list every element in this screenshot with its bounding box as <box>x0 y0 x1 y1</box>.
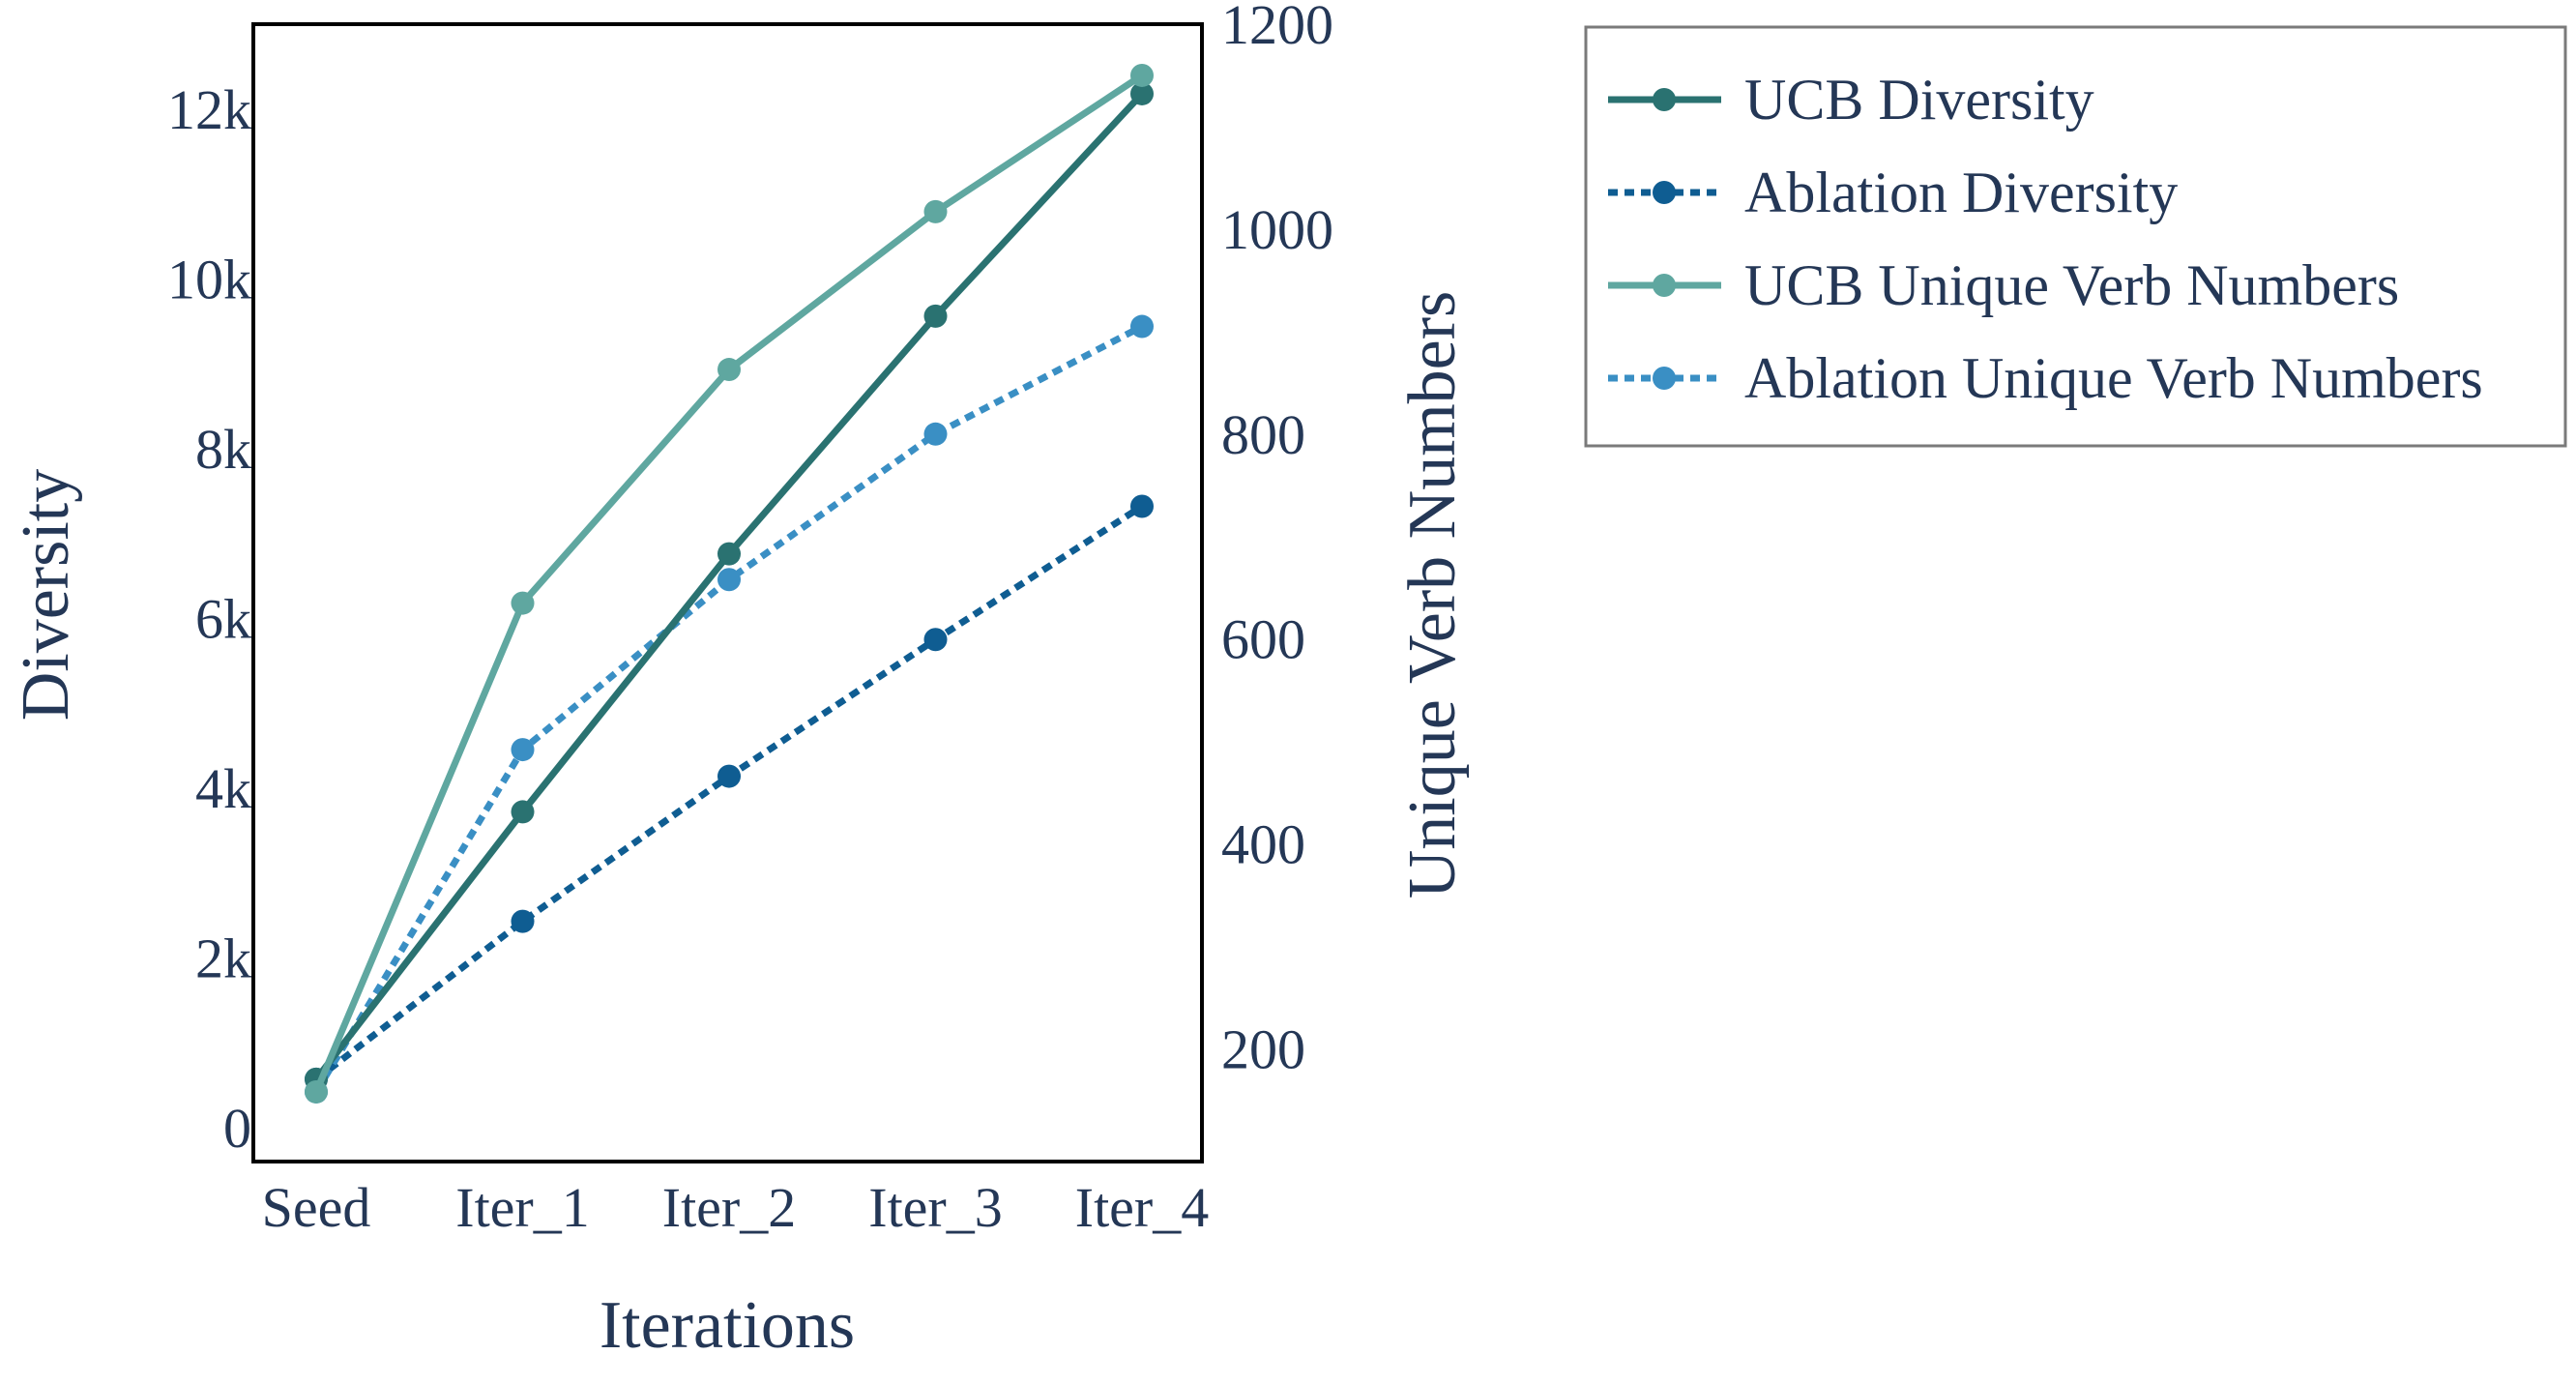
data-point <box>511 591 535 615</box>
legend-item: UCB Unique Verb Numbers <box>1608 253 2399 317</box>
legend-swatch-marker <box>1653 181 1676 204</box>
legend-item: UCB Diversity <box>1608 68 2094 132</box>
x-tick-label: Iter_3 <box>868 1176 1003 1239</box>
series-layer <box>305 63 1154 1104</box>
legend-label: UCB Diversity <box>1744 68 2094 132</box>
left-y-axis-ticks: 0 2k 4k 6k 8k 10k 12k <box>167 78 251 1160</box>
x-axis-ticks: Seed Iter_1 Iter_2 Iter_3 Iter_4 <box>262 1176 1210 1239</box>
legend-items: UCB Diversity Ablation Diversity UCB Uniqu… <box>1608 68 2483 410</box>
legend-box <box>1584 25 2567 448</box>
data-point <box>923 628 948 652</box>
right-y-tick-label: 200 <box>1221 1017 1305 1080</box>
legend-label: UCB Unique Verb Numbers <box>1744 253 2399 317</box>
right-y-tick-label: 600 <box>1221 608 1305 671</box>
data-point <box>305 1079 328 1104</box>
x-tick-label: Iter_2 <box>662 1176 797 1239</box>
x-axis-title: Iterations <box>600 1288 855 1363</box>
data-point <box>1130 314 1154 339</box>
data-point <box>923 422 948 446</box>
data-point <box>923 199 948 223</box>
left-y-tick-label: 12k <box>167 78 251 141</box>
data-point <box>511 738 535 762</box>
right-y-axis-title: Unique Verb Numbers <box>1395 291 1470 899</box>
left-y-tick-label: 0 <box>223 1097 251 1160</box>
legend-swatch-marker <box>1653 274 1676 297</box>
right-y-tick-label: 400 <box>1221 813 1305 876</box>
legend-swatch-marker <box>1653 88 1676 111</box>
data-point <box>1130 63 1154 87</box>
plot-frame <box>251 22 1204 1163</box>
data-point <box>717 358 741 382</box>
right-y-tick-label: 800 <box>1221 403 1305 466</box>
left-y-tick-label: 8k <box>195 418 251 481</box>
data-point <box>511 800 535 824</box>
right-y-axis-ticks: 200 400 600 800 1000 1200 <box>1221 0 1333 1080</box>
legend-item: Ablation Unique Verb Numbers <box>1608 346 2483 410</box>
left-y-tick-label: 4k <box>195 757 251 820</box>
data-point <box>1130 494 1154 518</box>
legend-label: Ablation Unique Verb Numbers <box>1744 346 2483 410</box>
data-point <box>717 542 741 566</box>
right-y-tick-label: 1200 <box>1221 0 1333 56</box>
right-y-tick-label: 1000 <box>1221 198 1333 261</box>
data-point <box>717 568 741 592</box>
left-y-tick-label: 6k <box>195 587 251 650</box>
left-y-axis-title: Diversity <box>9 469 83 721</box>
x-tick-label: Iter_1 <box>455 1176 590 1239</box>
legend-item: Ablation Diversity <box>1608 161 2178 224</box>
legend: UCB Diversity Ablation Diversity UCB Uniqu… <box>1584 25 2567 448</box>
series-line <box>313 323 1144 1094</box>
legend-label: Ablation Diversity <box>1744 161 2178 224</box>
left-y-tick-label: 10k <box>167 248 251 310</box>
data-point <box>923 304 948 328</box>
left-y-tick-label: 2k <box>195 927 251 989</box>
data-point <box>511 909 535 933</box>
x-tick-label: Seed <box>262 1176 371 1239</box>
data-point <box>717 764 741 788</box>
data-point <box>1130 81 1154 105</box>
x-tick-label: Iter_4 <box>1075 1176 1210 1239</box>
legend-swatch-marker <box>1653 367 1676 390</box>
